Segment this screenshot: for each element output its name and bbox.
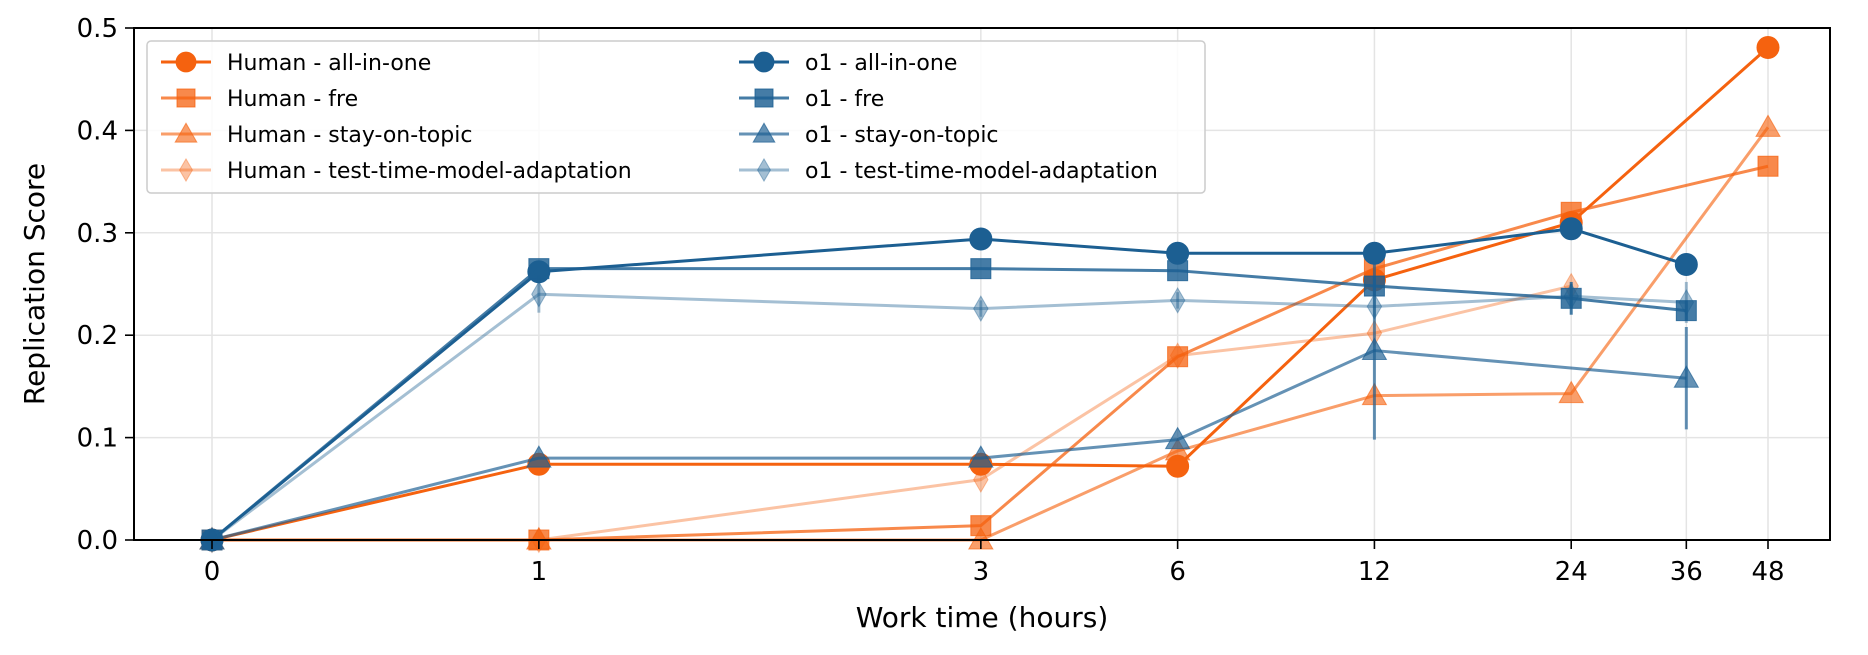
legend-swatch-marker	[175, 51, 197, 73]
legend-label: Human - all-in-one	[227, 51, 431, 76]
data-point	[1366, 293, 1383, 320]
data-point	[1362, 241, 1386, 265]
x-tick-label: 6	[1169, 557, 1186, 587]
y-tick-label: 0.4	[77, 116, 118, 146]
legend: Human - all-in-one Human - fre Human - sta…	[146, 40, 1206, 194]
y-tick-label: 0.1	[77, 424, 118, 454]
series-line	[211, 349, 1687, 542]
series-line	[212, 284, 1572, 542]
data-point	[1560, 287, 1582, 309]
legend-label: o1 - all-in-one	[805, 51, 957, 76]
legend-entry: o1 - all-in-one	[739, 51, 957, 76]
data-point	[970, 258, 992, 280]
data-point	[1563, 282, 1579, 310]
series-layer	[199, 35, 1781, 554]
legend-label: Human - fre	[227, 87, 358, 112]
legend-box	[146, 40, 1206, 194]
legend-entry: Human - stay-on-topic	[161, 122, 472, 148]
legend-entry: o1 - stay-on-topic	[739, 122, 999, 148]
legend-entry: o1 - test-time-model-adaptation	[739, 157, 1158, 184]
legend-label: Human - test-time-model-adaptation	[227, 159, 632, 184]
data-point	[1673, 365, 1700, 388]
legend-swatch-marker	[174, 122, 198, 143]
data-point	[1169, 342, 1186, 370]
legend-swatch-marker	[754, 88, 774, 108]
x-tick-label: 0	[204, 557, 221, 587]
y-tick-label: 0.3	[77, 219, 118, 249]
x-tick-label: 24	[1555, 557, 1588, 587]
data-point	[1167, 346, 1189, 368]
data-point	[1361, 337, 1388, 361]
series-line	[212, 164, 1769, 542]
data-point	[531, 280, 547, 308]
x-tick-label: 1	[531, 557, 548, 587]
data-point	[1164, 426, 1191, 450]
legend-entry: Human - test-time-model-adaptation	[161, 157, 632, 184]
y-axis-label: Replication Score	[18, 163, 51, 405]
series-line	[211, 267, 1687, 542]
legend-swatch-marker	[756, 157, 772, 183]
legend-entry: Human - all-in-one	[161, 51, 431, 76]
data-point	[1757, 155, 1779, 177]
legend-label: o1 - stay-on-topic	[805, 123, 999, 148]
data-point	[969, 227, 993, 251]
legend-entry: o1 - fre	[739, 87, 884, 112]
x-axis-label: Work time (hours)	[856, 601, 1109, 634]
y-tick-label: 0.0	[77, 526, 118, 556]
legend-swatch-marker	[752, 122, 776, 143]
x-tick-label: 3	[973, 557, 990, 587]
series-line	[211, 292, 1687, 542]
series-6	[199, 261, 1700, 550]
data-point	[973, 295, 989, 322]
x-axis: 0 1 3 6 12 24 36 48	[204, 540, 1785, 587]
x-tick-label: 12	[1358, 557, 1391, 587]
series-line	[211, 227, 1687, 542]
data-point	[1675, 300, 1697, 322]
legend-swatch-marker	[753, 51, 775, 73]
legend-label: o1 - test-time-model-adaptation	[805, 159, 1158, 184]
legend-label: Human - stay-on-topic	[227, 123, 472, 148]
data-point	[1558, 380, 1585, 404]
legend-swatch-marker	[178, 157, 194, 183]
legend-label: o1 - fre	[805, 87, 884, 112]
data-point	[1678, 289, 1695, 316]
x-tick-label: 48	[1751, 557, 1784, 587]
series-7	[204, 275, 1695, 554]
data-point	[967, 445, 994, 468]
data-point	[1167, 260, 1189, 282]
data-point	[1756, 35, 1780, 59]
y-tick-label: 0.2	[77, 321, 118, 351]
legend-entry: Human - fre	[161, 87, 358, 112]
y-tick-label: 0.5	[77, 14, 118, 44]
data-point	[1169, 286, 1186, 314]
data-point	[1755, 114, 1781, 137]
plot-frame	[133, 27, 1831, 541]
x-tick-label: 36	[1670, 557, 1703, 587]
legend-swatch-marker	[176, 88, 196, 108]
data-point	[1674, 253, 1698, 277]
data-point	[526, 445, 552, 468]
data-point	[973, 466, 989, 493]
y-axis: 0.0 0.1 0.2 0.3 0.4 0.5	[77, 14, 134, 556]
data-point	[1164, 437, 1191, 461]
data-point	[528, 258, 550, 280]
data-point	[1559, 217, 1583, 241]
